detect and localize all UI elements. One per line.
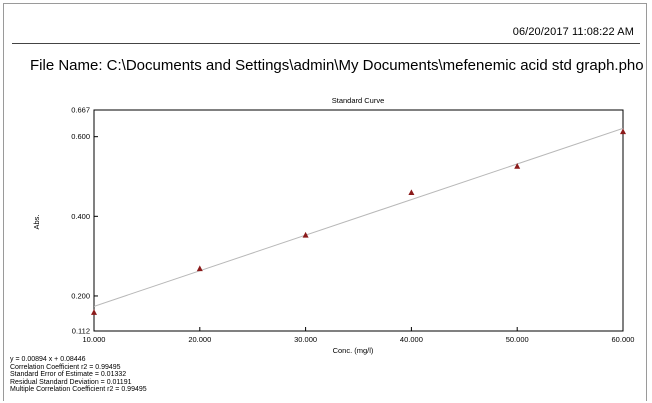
x-axis-label: Conc. (mg/l) — [333, 346, 374, 355]
x-tick-label: 10.000 — [83, 335, 106, 344]
y-tick-label: 0.400 — [71, 212, 90, 221]
data-point — [408, 189, 415, 196]
plot-frame — [93, 109, 624, 332]
data-point — [514, 163, 521, 169]
y-tick-label: 0.600 — [71, 132, 90, 141]
x-tick-label: 60.000 — [612, 335, 635, 344]
report-timestamp: 06/20/2017 11:08:22 AM — [512, 26, 634, 38]
report-frame — [3, 3, 647, 401]
data-point — [196, 265, 203, 272]
y-tick-label: 0.112 — [72, 327, 90, 336]
x-tick-label: 40.000 — [400, 335, 423, 344]
data-point — [302, 231, 309, 238]
y-tick-label: 0.667 — [71, 106, 90, 115]
x-tick-label: 50.000 — [506, 335, 529, 344]
x-tick-label: 20.000 — [188, 335, 211, 344]
file-name: File Name: C:\Documents and Settings\adm… — [30, 57, 644, 74]
fit-line — [94, 127, 623, 307]
y-tick-label: 0.200 — [71, 291, 90, 300]
regression-equation: y = 0.00894 x + 0.08446 — [10, 356, 86, 363]
regression-stats: y = 0.00894 x + 0.08446 Correlation Coef… — [10, 356, 147, 394]
residual-std-deviation: Residual Standard Deviation = 0.01191 — [10, 378, 132, 386]
x-tick-label: 30.000 — [294, 335, 317, 344]
standard-error: Standard Error of Estimate = 0.01332 — [10, 371, 127, 379]
multiple-correlation: Multiple Correlation Coefficient r2 = 0.… — [10, 386, 147, 394]
correlation-coefficient: Correlation Coefficient r2 = 0.99495 — [10, 363, 121, 371]
data-point — [91, 309, 97, 315]
chart-title: Standard Curve — [332, 96, 385, 105]
header-divider — [12, 43, 640, 44]
y-axis-label: Abs. — [32, 214, 41, 229]
data-point — [620, 128, 626, 135]
